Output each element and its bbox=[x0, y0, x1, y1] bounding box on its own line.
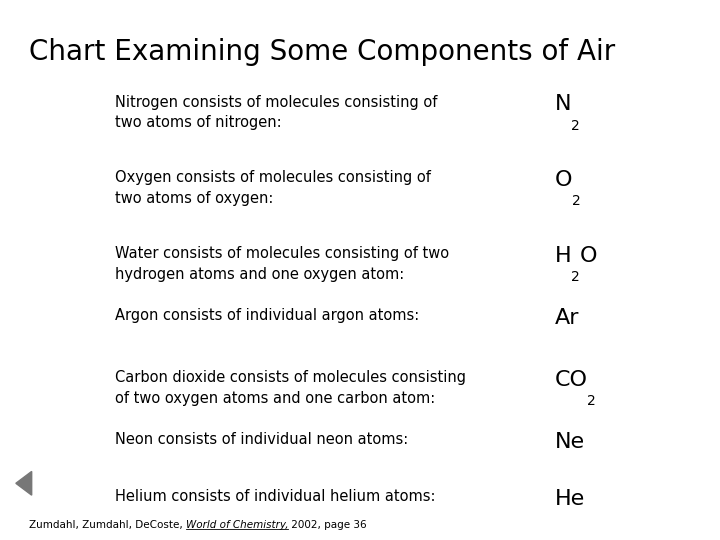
Text: 2: 2 bbox=[571, 270, 580, 284]
Text: Nitrogen consists of molecules consisting of
two atoms of nitrogen:: Nitrogen consists of molecules consistin… bbox=[115, 94, 438, 131]
Text: 2: 2 bbox=[588, 394, 596, 408]
Text: 2002, page 36: 2002, page 36 bbox=[288, 520, 367, 530]
Text: Oxygen consists of molecules consisting of
two atoms of oxygen:: Oxygen consists of molecules consisting … bbox=[115, 170, 431, 206]
Text: 2: 2 bbox=[571, 119, 580, 133]
Text: Zumdahl, Zumdahl, DeCoste,: Zumdahl, Zumdahl, DeCoste, bbox=[29, 520, 186, 530]
Text: Chart Examining Some Components of Air: Chart Examining Some Components of Air bbox=[29, 38, 615, 66]
Text: O: O bbox=[554, 170, 572, 190]
Text: O: O bbox=[580, 246, 598, 266]
Text: He: He bbox=[554, 489, 585, 509]
Polygon shape bbox=[16, 471, 32, 495]
Text: 2: 2 bbox=[572, 194, 580, 208]
Text: N: N bbox=[554, 94, 571, 114]
Text: Neon consists of individual neon atoms:: Neon consists of individual neon atoms: bbox=[115, 432, 408, 447]
Text: World of Chemistry,: World of Chemistry, bbox=[186, 520, 288, 530]
Text: Argon consists of individual argon atoms:: Argon consists of individual argon atoms… bbox=[115, 308, 420, 323]
Text: H: H bbox=[554, 246, 571, 266]
Text: Ne: Ne bbox=[554, 432, 585, 452]
Text: Carbon dioxide consists of molecules consisting
of two oxygen atoms and one carb: Carbon dioxide consists of molecules con… bbox=[115, 370, 467, 406]
Text: Water consists of molecules consisting of two
hydrogen atoms and one oxygen atom: Water consists of molecules consisting o… bbox=[115, 246, 449, 282]
Text: CO: CO bbox=[554, 370, 588, 390]
Text: Helium consists of individual helium atoms:: Helium consists of individual helium ato… bbox=[115, 489, 436, 504]
Text: Ar: Ar bbox=[554, 308, 579, 328]
